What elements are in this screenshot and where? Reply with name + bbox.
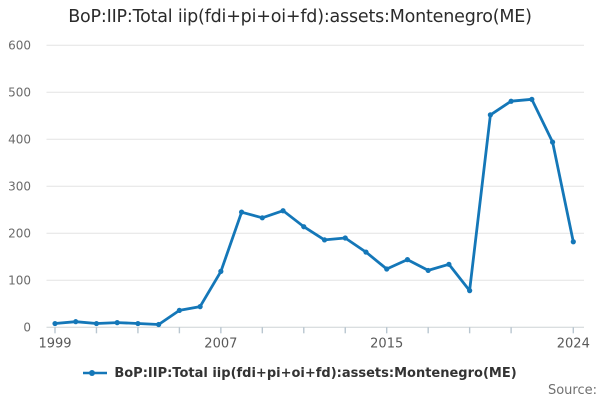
data-point [487, 112, 493, 118]
data-point [384, 266, 390, 272]
x-tick-label: 1999 [38, 336, 71, 351]
data-point [549, 139, 556, 145]
data-point [93, 320, 100, 327]
data-point [529, 96, 535, 102]
data-point [176, 307, 182, 313]
data-point [135, 320, 141, 327]
y-tick-label: 500 [8, 86, 31, 100]
legend: BoP:IIP:Total iip(fdi+pi+oi+fd):assets:M… [0, 363, 600, 383]
data-point [467, 288, 473, 294]
x-tick-label: 2015 [370, 336, 403, 351]
data-point [301, 224, 307, 230]
data-point [508, 98, 514, 104]
data-point [570, 239, 576, 245]
y-tick-label: 100 [8, 274, 31, 288]
line-chart-canvas: 0 100 200 300 400 500 600 1999 2007 2015 2024 [8, 39, 590, 352]
series-line [53, 97, 575, 326]
data-point [238, 209, 245, 215]
data-point [52, 320, 58, 327]
y-tick-label: 300 [8, 180, 31, 194]
data-point [363, 249, 369, 255]
data-point [342, 235, 348, 241]
data-point [73, 319, 79, 325]
data-point [321, 237, 328, 243]
data-point [156, 321, 162, 328]
data-point [114, 320, 120, 326]
x-tick-label: 2024 [557, 336, 590, 351]
data-point [280, 208, 286, 214]
legend-label: BoP:IIP:Total iip(fdi+pi+oi+fd):assets:M… [114, 365, 517, 381]
x-tick-label: 2007 [204, 336, 237, 351]
data-point [218, 268, 224, 274]
y-tick-label: 400 [8, 133, 31, 147]
source-label: Source: [547, 383, 597, 398]
y-tick-label: 200 [8, 227, 31, 241]
data-point [404, 257, 411, 263]
legend-line-marker-icon [83, 370, 108, 376]
data-point [425, 267, 431, 274]
chart-title: BoP:IIP:Total iip(fdi+pi+oi+fd):assets:M… [68, 7, 532, 27]
y-tick-label: 600 [8, 39, 31, 53]
data-point [197, 304, 203, 310]
y-tick-label: 0 [23, 321, 31, 335]
data-point [259, 215, 265, 221]
data-point [446, 261, 452, 267]
